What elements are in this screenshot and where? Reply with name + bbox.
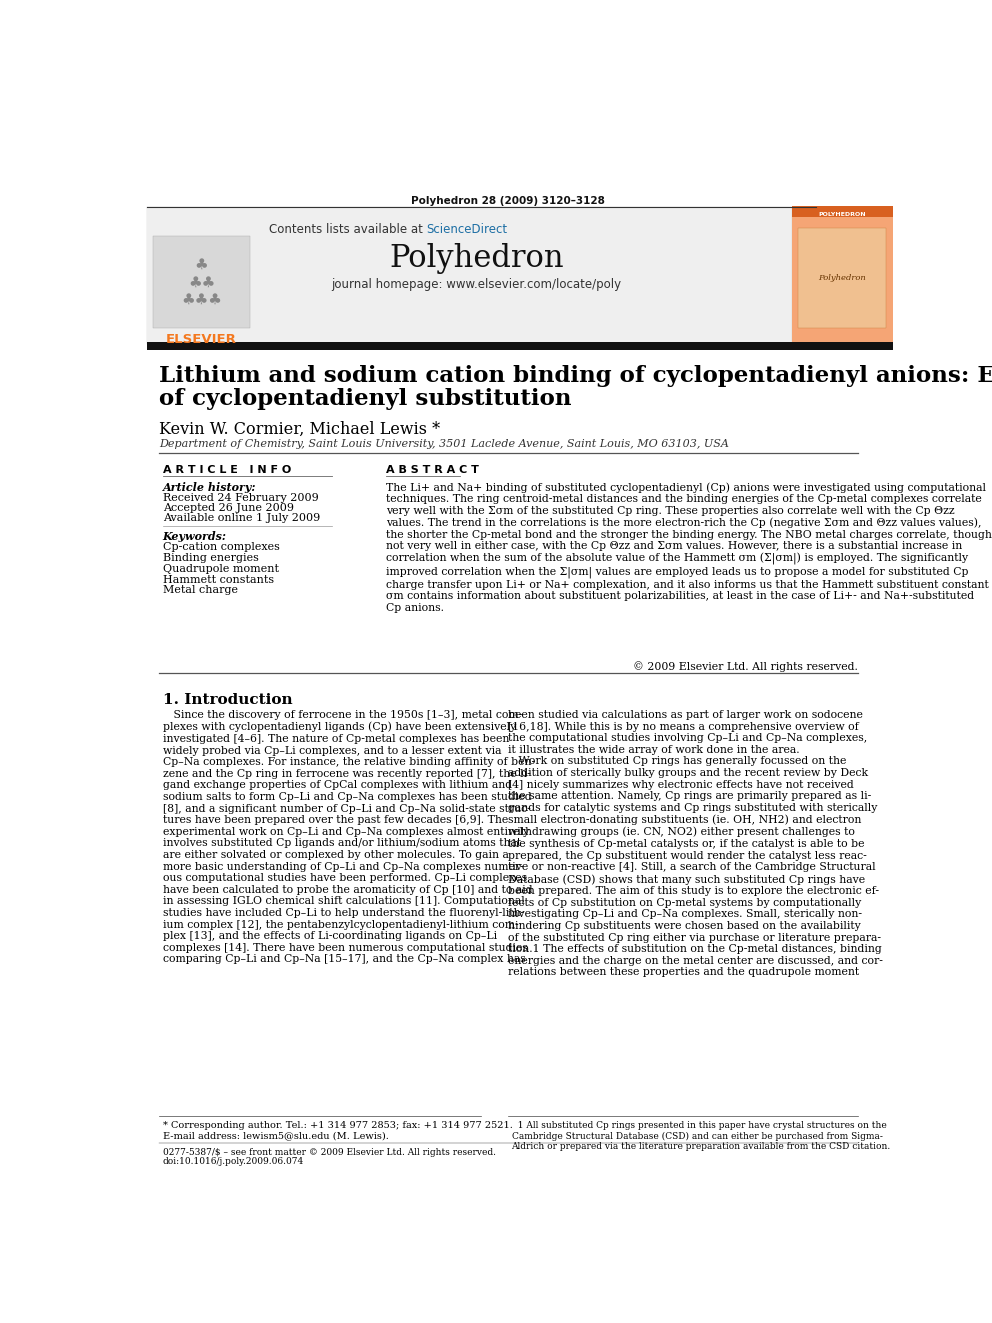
Text: Cp-cation complexes: Cp-cation complexes — [163, 542, 280, 552]
Text: Article history:: Article history: — [163, 482, 256, 493]
Text: Metal charge: Metal charge — [163, 585, 238, 595]
Text: ScienceDirect: ScienceDirect — [427, 222, 507, 235]
Text: Quadrupole moment: Quadrupole moment — [163, 564, 279, 574]
Text: Polyhedron 28 (2009) 3120–3128: Polyhedron 28 (2009) 3120–3128 — [412, 196, 605, 205]
Text: Polyhedron: Polyhedron — [817, 274, 866, 282]
Text: Lithium and sodium cation binding of cyclopentadienyl anions: Electronic effects: Lithium and sodium cation binding of cyc… — [159, 365, 992, 388]
Text: been studied via calculations as part of larger work on sodocene
[16,18]. While : been studied via calculations as part of… — [509, 710, 883, 978]
Text: ELSEVIER: ELSEVIER — [166, 333, 237, 345]
Text: Department of Chemistry, Saint Louis University, 3501 Laclede Avenue, Saint Loui: Department of Chemistry, Saint Louis Uni… — [159, 439, 729, 448]
Text: of cyclopentadienyl substitution: of cyclopentadienyl substitution — [159, 388, 571, 410]
Text: Polyhedron: Polyhedron — [389, 243, 563, 274]
Text: 1. Introduction: 1. Introduction — [163, 693, 293, 706]
Text: 1 All substituted Cp rings presented in this paper have crystal structures on th: 1 All substituted Cp rings presented in … — [512, 1122, 891, 1151]
Text: ♣
♣♣
♣♣♣: ♣ ♣♣ ♣♣♣ — [182, 257, 222, 307]
Text: Kevin W. Cormier, Michael Lewis *: Kevin W. Cormier, Michael Lewis * — [159, 421, 440, 438]
Text: POLYHEDRON: POLYHEDRON — [818, 212, 866, 217]
Bar — [799, 228, 886, 328]
Bar — [792, 206, 894, 217]
Text: Accepted 26 June 2009: Accepted 26 June 2009 — [163, 503, 294, 513]
Bar — [154, 235, 250, 328]
Bar — [147, 343, 894, 349]
Text: * Corresponding author. Tel.: +1 314 977 2853; fax: +1 314 977 2521.: * Corresponding author. Tel.: +1 314 977… — [163, 1122, 513, 1130]
Bar — [147, 206, 792, 344]
Text: A R T I C L E   I N F O: A R T I C L E I N F O — [163, 466, 291, 475]
Text: The Li+ and Na+ binding of substituted cyclopentadienyl (Cp) anions were investi: The Li+ and Na+ binding of substituted c… — [386, 482, 992, 613]
Text: Contents lists available at: Contents lists available at — [269, 222, 427, 235]
Text: E-mail address: lewism5@slu.edu (M. Lewis).: E-mail address: lewism5@slu.edu (M. Lewi… — [163, 1131, 389, 1140]
Text: Since the discovery of ferrocene in the 1950s [1–3], metal com-
plexes with cycl: Since the discovery of ferrocene in the … — [163, 710, 535, 964]
Text: A B S T R A C T: A B S T R A C T — [386, 466, 479, 475]
Text: journal homepage: www.elsevier.com/locate/poly: journal homepage: www.elsevier.com/locat… — [331, 278, 622, 291]
Text: © 2009 Elsevier Ltd. All rights reserved.: © 2009 Elsevier Ltd. All rights reserved… — [633, 660, 858, 672]
Bar — [147, 206, 264, 344]
Bar — [792, 206, 894, 344]
Text: Hammett constants: Hammett constants — [163, 574, 274, 585]
Text: Received 24 February 2009: Received 24 February 2009 — [163, 493, 318, 503]
Text: 0277-5387/$ – see front matter © 2009 Elsevier Ltd. All rights reserved.: 0277-5387/$ – see front matter © 2009 El… — [163, 1148, 496, 1158]
Text: Available online 1 July 2009: Available online 1 July 2009 — [163, 513, 320, 523]
Text: Keywords:: Keywords: — [163, 532, 227, 542]
Text: Binding energies: Binding energies — [163, 553, 259, 564]
Text: doi:10.1016/j.poly.2009.06.074: doi:10.1016/j.poly.2009.06.074 — [163, 1158, 304, 1167]
